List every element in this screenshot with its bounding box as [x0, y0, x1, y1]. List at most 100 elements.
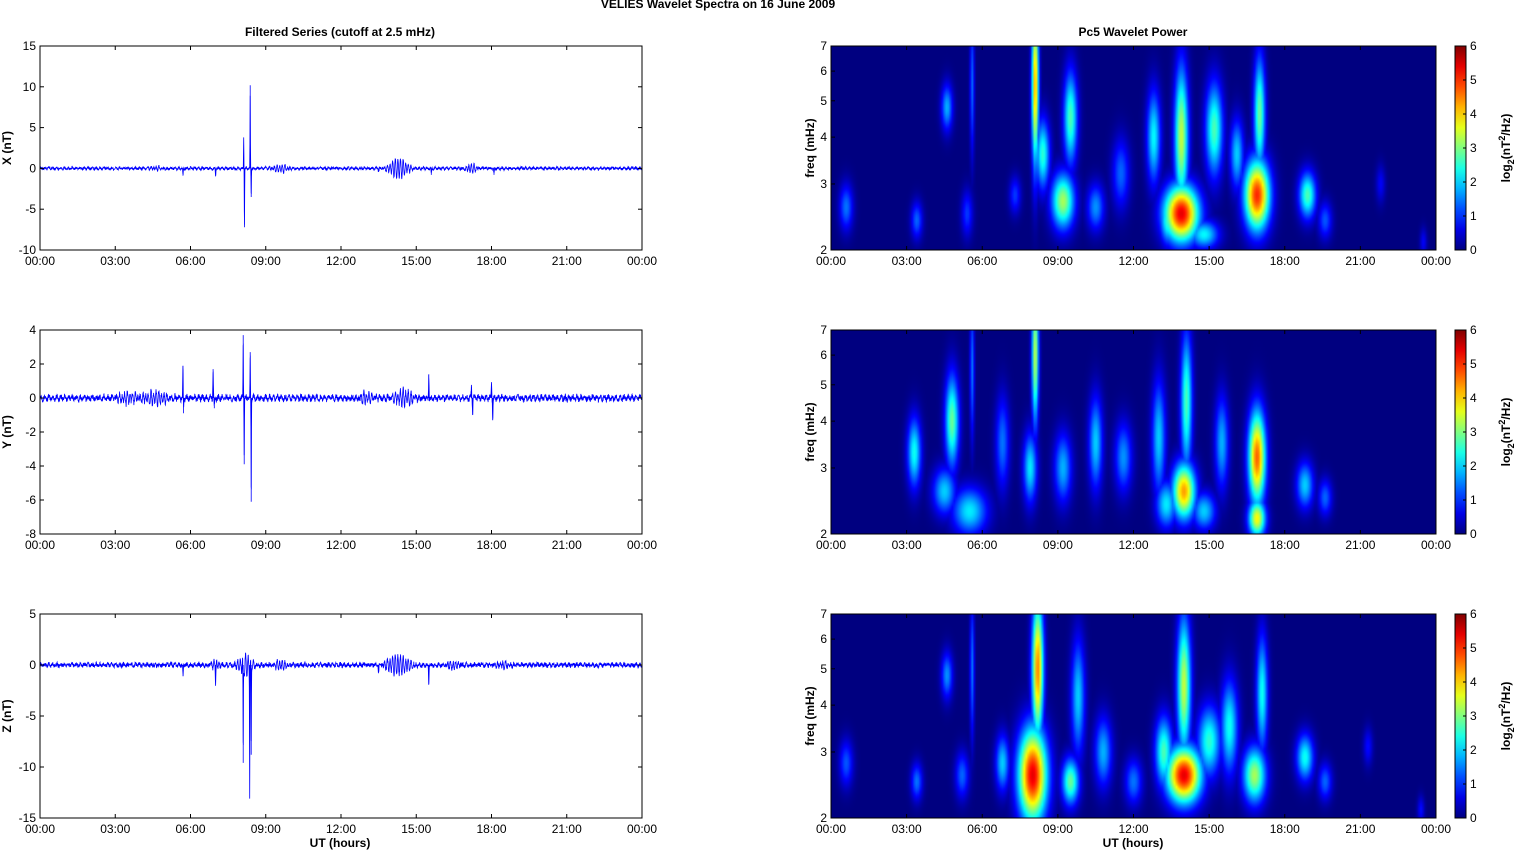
heatmap-x-tick-label: 09:00 — [1043, 822, 1073, 836]
line-panel-x: -10 -5 0 5 10 15 00:00 03:00 06:00 09:00 12:00 15:0… — [0, 39, 657, 268]
heatmap-x-tick-label: 03:00 — [892, 822, 922, 836]
heatmap-x-tick-label: 00:00 — [1421, 538, 1451, 552]
y-tick-label: 3 — [820, 461, 827, 475]
y-tick-label: 10 — [23, 80, 37, 94]
colorbar-tick-label: 4 — [1470, 107, 1477, 121]
heatmap-x-tick-label: 15:00 — [1194, 254, 1224, 268]
y-tick-label: -10 — [19, 243, 37, 257]
y-tick-label: 7 — [820, 39, 827, 53]
colorbar-label: log2(nT2/Hz) — [1497, 114, 1516, 183]
line-x-tick-label: 06:00 — [175, 254, 205, 268]
y-tick-label: 6 — [820, 348, 827, 362]
line-x-tick-label: 03:00 — [100, 254, 130, 268]
y-tick-label: 15 — [23, 39, 37, 53]
heatmap-x-tick-label: 12:00 — [1118, 538, 1148, 552]
line-panel-z: -15 -10 -5 0 5 00:00 03:00 06:00 09:00 12:00 15:00… — [0, 607, 657, 836]
heatmap-x-tick-label: 00:00 — [816, 822, 846, 836]
y-tick-label: 2 — [820, 243, 827, 257]
y-tick-label: -2 — [25, 425, 36, 439]
line-x-tick-label: 06:00 — [175, 822, 205, 836]
y-tick-label: -15 — [19, 811, 37, 825]
y-axis-label: Z (nT) — [0, 699, 14, 732]
colorbar-tick-label: 6 — [1470, 607, 1477, 621]
line-x-tick-label: 21:00 — [552, 254, 582, 268]
colorbar-tick-label: 6 — [1470, 39, 1477, 53]
y-tick-label: 4 — [29, 323, 36, 337]
wavelet-power-map — [831, 330, 1436, 534]
y-tick-label: 4 — [820, 130, 827, 144]
series-line-z — [39, 652, 643, 799]
colorbar-tick-label: 2 — [1470, 459, 1477, 473]
colorbar-tick-label: 5 — [1470, 357, 1477, 371]
line-x-tick-label: 15:00 — [401, 822, 431, 836]
left-x-axis-label: UT (hours) — [310, 836, 371, 850]
y-tick-label: 4 — [820, 698, 827, 712]
y-tick-label: 0 — [29, 161, 36, 175]
colorbar-tick-label: 1 — [1470, 777, 1477, 791]
line-x-tick-label: 12:00 — [326, 538, 356, 552]
line-x-tick-label: 03:00 — [100, 822, 130, 836]
line-x-tick-label: 18:00 — [476, 254, 506, 268]
line-x-tick-label: 09:00 — [251, 822, 281, 836]
line-x-tick-label: 00:00 — [25, 254, 55, 268]
line-x-tick-label: 00:00 — [627, 254, 657, 268]
y-tick-label: 2 — [820, 811, 827, 825]
plot-area — [40, 614, 642, 818]
y-tick-label: 3 — [820, 745, 827, 759]
y-tick-label: 7 — [820, 607, 827, 621]
line-x-tick-label: 21:00 — [552, 538, 582, 552]
y-tick-label: -5 — [25, 202, 36, 216]
heatmap-x-tick-label: 15:00 — [1194, 822, 1224, 836]
y-axis-label: freq (mHz) — [803, 686, 817, 745]
series-line-x — [39, 85, 643, 228]
heatmap-x-tick-label: 06:00 — [967, 254, 997, 268]
y-tick-label: 0 — [29, 658, 36, 672]
colorbar-tick-label: 5 — [1470, 641, 1477, 655]
line-x-tick-label: 09:00 — [251, 538, 281, 552]
wavelet-power-map — [831, 46, 1436, 250]
y-axis-label: X (nT) — [0, 131, 14, 165]
line-x-tick-label: 03:00 — [100, 538, 130, 552]
heatmap-x-tick-label: 00:00 — [816, 254, 846, 268]
colorbar-tick-label: 3 — [1470, 425, 1477, 439]
y-axis-label: freq (mHz) — [803, 402, 817, 461]
right-column-title: Pc5 Wavelet Power — [1079, 25, 1188, 39]
heatmap-x-tick-label: 21:00 — [1345, 538, 1375, 552]
y-tick-label: 5 — [820, 94, 827, 108]
heatmap-x-tick-label: 18:00 — [1270, 254, 1300, 268]
plot-area — [40, 330, 642, 534]
y-tick-label: 6 — [820, 632, 827, 646]
line-x-tick-label: 18:00 — [476, 822, 506, 836]
y-tick-label: 6 — [820, 64, 827, 78]
y-tick-label: -4 — [25, 459, 36, 473]
wavelet-power-map — [831, 614, 1436, 818]
heatmap-x-tick-label: 00:00 — [1421, 822, 1451, 836]
line-x-tick-label: 00:00 — [25, 822, 55, 836]
heatmap-x-tick-label: 03:00 — [892, 254, 922, 268]
heatmap-x-tick-label: 03:00 — [892, 538, 922, 552]
y-tick-label: 3 — [820, 177, 827, 191]
line-x-tick-label: 00:00 — [627, 538, 657, 552]
y-axis-label: Y (nT) — [0, 415, 14, 449]
left-column-title: Filtered Series (cutoff at 2.5 mHz) — [245, 25, 435, 39]
line-x-tick-label: 18:00 — [476, 538, 506, 552]
colorbar-tick-label: 1 — [1470, 493, 1477, 507]
colorbar-tick-label: 5 — [1470, 73, 1477, 87]
heatmap-x-tick-label: 21:00 — [1345, 254, 1375, 268]
heatmap-x-tick-label: 12:00 — [1118, 822, 1148, 836]
line-x-tick-label: 06:00 — [175, 538, 205, 552]
heatmap-x-tick-label: 00:00 — [816, 538, 846, 552]
line-panel-y: -8 -6 -4 -2 0 2 4 00:00 03:00 06:00 09:00 12:00 15:0… — [0, 323, 657, 552]
heatmap-x-tick-label: 21:00 — [1345, 822, 1375, 836]
line-x-tick-label: 12:00 — [326, 254, 356, 268]
colorbar-tick-label: 2 — [1470, 743, 1477, 757]
y-tick-label: -8 — [25, 527, 36, 541]
wavelet-panel-y: 2 3 4 5 6 7 00:00 03:00 06:00 09:00 12:00 15:00 18:0… — [803, 323, 1516, 552]
colorbar-tick-label: 3 — [1470, 141, 1477, 155]
y-tick-label: 7 — [820, 323, 827, 337]
y-tick-label: 5 — [820, 662, 827, 676]
heatmap-x-tick-label: 09:00 — [1043, 538, 1073, 552]
y-tick-label: 0 — [29, 391, 36, 405]
heatmap-x-tick-label: 18:00 — [1270, 538, 1300, 552]
y-tick-label: 2 — [29, 357, 36, 371]
